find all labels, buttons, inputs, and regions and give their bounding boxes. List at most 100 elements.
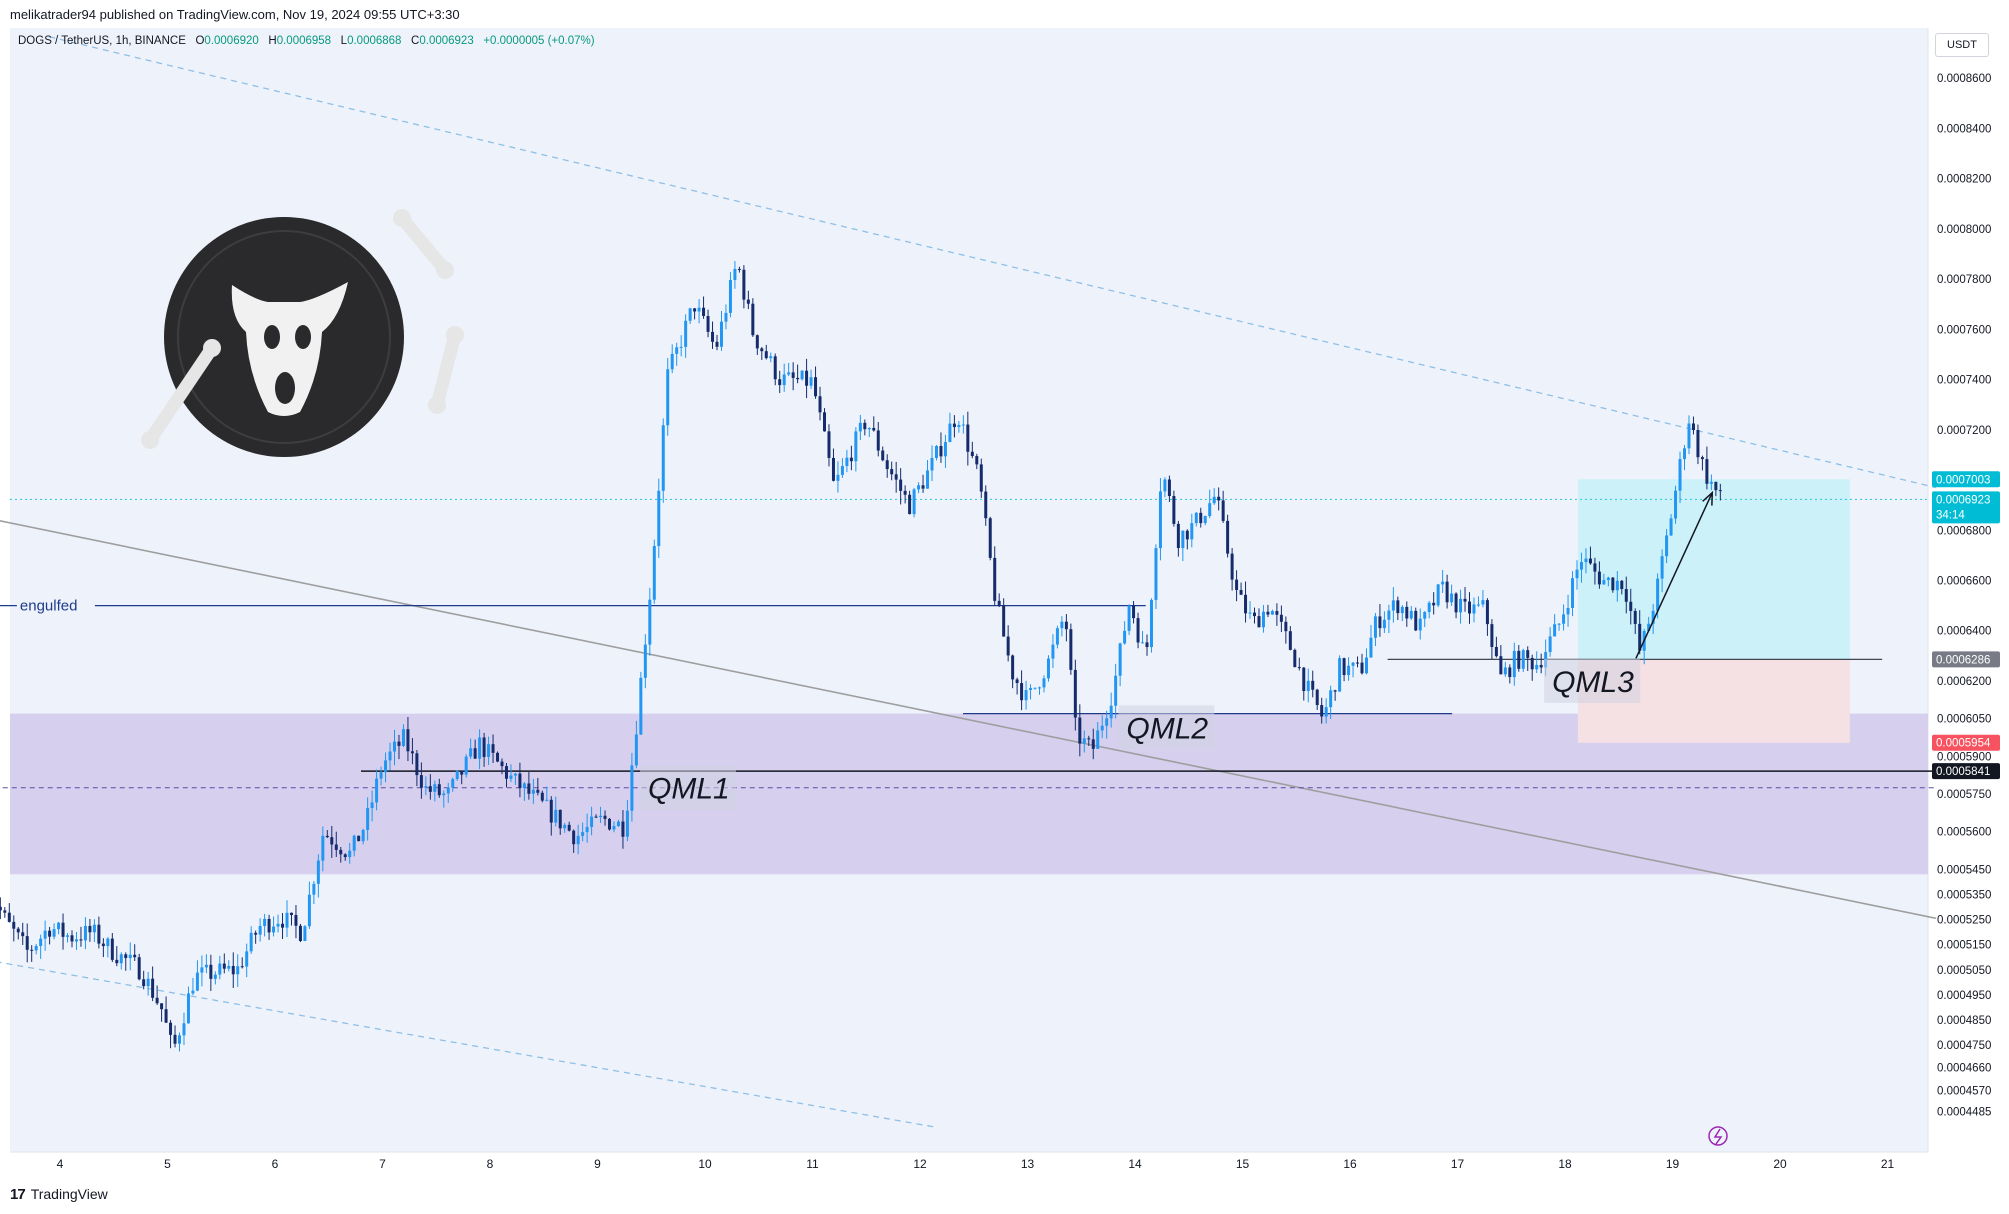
candle-body bbox=[1230, 553, 1234, 580]
candle-body bbox=[1091, 739, 1095, 749]
candle-body bbox=[133, 954, 137, 958]
legend-low-value: 0.0006868 bbox=[347, 35, 402, 47]
legend-high-value: 0.0006958 bbox=[276, 35, 332, 47]
bone-top-end bbox=[393, 209, 411, 227]
candle-body bbox=[1526, 650, 1530, 658]
candle-body bbox=[702, 307, 706, 317]
candle-body bbox=[1123, 630, 1127, 644]
candle-body bbox=[312, 883, 316, 895]
candle-body bbox=[1418, 618, 1422, 631]
candle-body bbox=[48, 930, 52, 937]
candle-body bbox=[849, 457, 853, 462]
candle-body bbox=[473, 748, 477, 759]
candle-body bbox=[30, 949, 34, 951]
annotation-qml1: QML1 bbox=[648, 773, 730, 806]
candle-body bbox=[791, 372, 795, 378]
price-tick-label: 0.0008200 bbox=[1937, 174, 1991, 186]
time-tick-label: 14 bbox=[1128, 1157, 1142, 1171]
candle-body bbox=[1284, 621, 1288, 632]
candle-body bbox=[970, 451, 974, 457]
candle-body bbox=[1373, 616, 1377, 638]
candle-body bbox=[191, 990, 195, 994]
price-tick-label: 0.0004750 bbox=[1937, 1040, 1991, 1052]
candle-body bbox=[599, 815, 603, 818]
candle-body bbox=[1167, 479, 1171, 496]
candle-body bbox=[1190, 523, 1194, 540]
candle-body bbox=[1521, 650, 1525, 669]
candle-body bbox=[603, 815, 607, 819]
candle-body bbox=[352, 835, 356, 851]
time-tick-label: 10 bbox=[698, 1157, 712, 1171]
candle-body bbox=[912, 489, 916, 515]
price-tag-label: 0.0006923 bbox=[1936, 494, 1990, 506]
candle-body bbox=[742, 269, 746, 300]
candle-body bbox=[1696, 430, 1700, 458]
footer-branding[interactable]: 17 TradingView bbox=[10, 1184, 108, 1204]
candle-body bbox=[917, 485, 921, 490]
candle-body bbox=[1588, 558, 1592, 564]
candle-body bbox=[397, 741, 401, 746]
candle-body bbox=[540, 792, 544, 801]
candle-body bbox=[1553, 624, 1557, 637]
tradingview-brand: TradingView bbox=[30, 1186, 108, 1202]
time-tick-label: 8 bbox=[487, 1157, 494, 1171]
price-tick-label: 0.0004850 bbox=[1937, 1015, 1991, 1027]
price-tick-label: 0.0004570 bbox=[1937, 1085, 1991, 1097]
candle-body bbox=[549, 799, 553, 823]
candle-body bbox=[885, 460, 889, 470]
candle-body bbox=[110, 938, 114, 960]
annotation-qml3: QML3 bbox=[1552, 666, 1634, 699]
candle-body bbox=[1633, 610, 1637, 624]
price-axis: 0.0008600 0.0008400 0.0008200 0.0008000 0.00… bbox=[1932, 73, 2000, 1119]
candle-body bbox=[979, 464, 983, 492]
candle-body bbox=[379, 772, 383, 779]
legend-close-label: C bbox=[411, 35, 420, 47]
candle-body bbox=[930, 457, 934, 471]
candle-body bbox=[594, 816, 598, 818]
candle-body bbox=[393, 741, 397, 752]
annotation-box bbox=[1118, 705, 1215, 750]
candle-body bbox=[267, 918, 271, 933]
candle-body bbox=[1678, 459, 1682, 491]
candle-body bbox=[52, 929, 56, 937]
candle-body bbox=[1629, 601, 1633, 611]
candle-body bbox=[1535, 664, 1539, 670]
candle-body bbox=[1248, 612, 1252, 614]
currency-selector[interactable]: USDT bbox=[1935, 33, 1989, 57]
time-tick-label: 4 bbox=[57, 1157, 64, 1171]
time-tick-label: 19 bbox=[1666, 1157, 1680, 1171]
candle-body bbox=[1320, 705, 1324, 717]
candle-body bbox=[1405, 606, 1409, 619]
candle-body bbox=[1096, 730, 1100, 749]
candle-body bbox=[894, 474, 898, 480]
candle-body bbox=[1275, 611, 1279, 615]
candle-body bbox=[558, 809, 562, 829]
legend-close-value: 0.0006923 bbox=[419, 35, 474, 47]
candle-body bbox=[1530, 657, 1534, 670]
candle-body bbox=[1226, 520, 1230, 554]
candle-body bbox=[1669, 518, 1673, 536]
candle-body bbox=[1691, 423, 1695, 431]
legend-symbol: DOGS / TetherUS, 1h, BINANCE bbox=[18, 35, 186, 47]
candle-body bbox=[200, 967, 204, 973]
candle-body bbox=[719, 321, 723, 347]
price-tick-label: 0.0005450 bbox=[1937, 864, 1991, 876]
candle-body bbox=[1002, 605, 1006, 637]
candle-body bbox=[1158, 491, 1162, 549]
candle-body bbox=[357, 835, 361, 842]
candle-body bbox=[1082, 738, 1086, 744]
candle-body bbox=[366, 808, 370, 830]
price-tag-label: 0.0005841 bbox=[1936, 766, 1990, 778]
candle-body bbox=[1490, 624, 1494, 647]
candle-body bbox=[764, 351, 768, 359]
candle-body bbox=[513, 773, 517, 776]
candle-body bbox=[1665, 535, 1669, 557]
time-tick-label: 12 bbox=[913, 1157, 927, 1171]
candle-body bbox=[1409, 610, 1413, 619]
price-tick-label: 0.0005350 bbox=[1937, 889, 1991, 901]
time-tick-label: 6 bbox=[272, 1157, 279, 1171]
price-tick-label: 0.0004660 bbox=[1937, 1063, 1991, 1075]
candle-body bbox=[1024, 690, 1028, 701]
